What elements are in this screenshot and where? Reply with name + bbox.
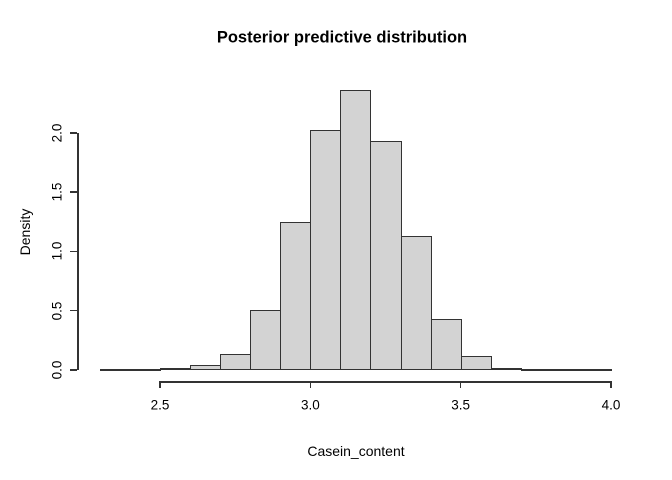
x-tick-label: 2.5 [150,397,170,413]
y-tick-mark [70,132,77,134]
y-tick-label: 1.5 [49,182,65,202]
x-tick-mark [309,381,312,388]
chart-title: Posterior predictive distribution [216,28,468,47]
histogram-bar [99,368,131,371]
y-tick-label: 2.0 [49,123,65,143]
histogram-bar [190,364,222,370]
x-tick-mark [459,381,462,388]
y-tick-mark [70,250,77,253]
histogram-bar [160,367,192,370]
histogram-bar [310,130,342,370]
histogram-bar [129,368,161,371]
histogram-bar [280,221,312,370]
histogram-bar [520,368,552,371]
histogram-bar [400,235,432,370]
histogram-bar [370,141,402,370]
y-axis-line [77,132,79,370]
x-tick-label: 3.5 [451,397,471,413]
x-tick-label: 4.0 [601,397,621,413]
histogram-bar [220,353,252,370]
x-tick-label: 3.0 [300,397,320,413]
y-tick-label: 0.5 [49,301,65,321]
x-tick-mark [159,381,161,388]
histogram-bar [430,319,462,370]
histogram-bar [550,368,582,371]
y-axis-label: Density [17,208,33,256]
histogram-bar [250,309,282,370]
histogram-bar [580,368,613,371]
y-tick-mark [70,369,77,371]
y-tick-mark [70,309,77,312]
y-tick-label: 1.0 [49,242,65,261]
histogram-bar [340,90,372,370]
y-tick-mark [70,191,77,193]
x-axis-label: Casein_content [307,443,405,459]
histogram-bar [490,367,522,370]
histogram-bar [460,355,492,370]
x-tick-mark [610,381,612,388]
y-tick-label: 0.0 [49,360,65,380]
x-axis-line [160,381,612,383]
